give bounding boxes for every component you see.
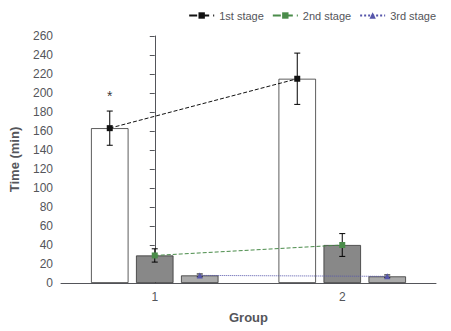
- svg-text:240: 240: [33, 48, 53, 62]
- svg-text:200: 200: [33, 86, 53, 100]
- svg-text:260: 260: [33, 29, 53, 43]
- svg-text:220: 220: [33, 67, 53, 81]
- svg-text:20: 20: [40, 257, 54, 271]
- svg-text:120: 120: [33, 162, 53, 176]
- svg-text:1st stage: 1st stage: [219, 10, 264, 22]
- svg-text:80: 80: [40, 200, 54, 214]
- svg-text:1: 1: [151, 290, 158, 304]
- svg-text:0: 0: [46, 276, 53, 290]
- svg-text:*: *: [107, 88, 113, 104]
- svg-text:Group: Group: [229, 310, 268, 325]
- svg-text:160: 160: [33, 124, 53, 138]
- svg-text:100: 100: [33, 181, 53, 195]
- svg-text:60: 60: [40, 219, 54, 233]
- svg-text:180: 180: [33, 105, 53, 119]
- svg-text:140: 140: [33, 143, 53, 157]
- svg-text:2nd stage: 2nd stage: [303, 10, 351, 22]
- svg-text:2: 2: [339, 290, 346, 304]
- svg-text:40: 40: [40, 238, 54, 252]
- svg-text:Time (min): Time (min): [7, 127, 22, 193]
- svg-text:3rd stage: 3rd stage: [390, 10, 436, 22]
